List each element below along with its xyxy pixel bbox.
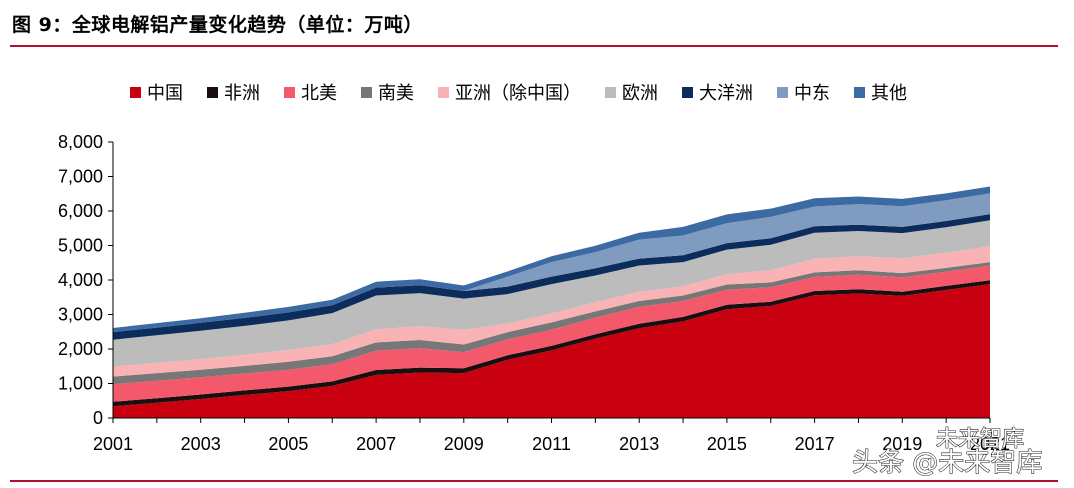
legend-swatch-0	[130, 87, 141, 98]
legend-label-5: 欧洲	[622, 83, 658, 104]
x-tick-label: 2013	[619, 434, 659, 454]
title-rule	[10, 45, 1058, 47]
legend-swatch-1	[207, 87, 218, 98]
x-tick-label: 2007	[356, 434, 396, 454]
legend-swatch-2	[284, 87, 295, 98]
x-tick-label: 2015	[707, 434, 747, 454]
legend-label-8: 其他	[871, 83, 907, 104]
area-series-8	[113, 186, 990, 333]
area-series-1	[113, 280, 990, 407]
watermark: 未来智库 头条 @未来智库	[851, 426, 1042, 478]
legend-label-7: 中东	[794, 83, 830, 104]
legend: 中国 非洲 北美 南美 亚洲（除中国） 欧洲 大洋洲 中东 其他	[130, 83, 907, 104]
area-series-7	[113, 193, 990, 333]
y-tick-label: 0	[93, 408, 103, 428]
legend-label-0: 中国	[147, 83, 183, 104]
figure-title: 图 9：全球电解铝产量变化趋势（单位：万吨）	[12, 14, 423, 36]
x-tick-label: 2005	[268, 434, 308, 454]
x-tick-label: 2001	[93, 434, 133, 454]
legend-swatch-3	[361, 87, 372, 98]
y-tick-label: 4,000	[58, 270, 103, 290]
axes: 0 1,000 2,000 3,000 4,000 5,000 6,000 7,000 8,00…	[58, 132, 1010, 454]
bottom-rule	[10, 480, 1058, 482]
x-tick-label: 2003	[181, 434, 221, 454]
watermark-line2: 头条 @未来智库	[852, 448, 1042, 478]
legend-label-4: 亚洲（除中国）	[455, 83, 581, 104]
area-series-6	[113, 214, 990, 340]
area-series-5	[113, 220, 990, 367]
legend-label-3: 南美	[378, 83, 414, 104]
y-tick-label: 2,000	[58, 339, 103, 359]
area-series-3	[113, 262, 990, 385]
y-tick-label: 5,000	[58, 236, 103, 256]
legend-label-1: 非洲	[224, 83, 260, 104]
y-tick-label: 8,000	[58, 132, 103, 152]
y-tick-label: 1,000	[58, 374, 103, 394]
legend-swatch-8	[854, 87, 865, 98]
y-tick-label: 6,000	[58, 201, 103, 221]
legend-swatch-5	[605, 87, 616, 98]
x-tick-label: 2017	[795, 434, 835, 454]
x-tick-label: 2009	[444, 434, 484, 454]
legend-swatch-6	[682, 87, 693, 98]
y-tick-label: 3,000	[58, 305, 103, 325]
x-tick-label: 2021	[970, 434, 1010, 454]
area-series-4	[113, 246, 990, 377]
area-series-0	[113, 284, 990, 418]
legend-swatch-4	[438, 87, 449, 98]
y-tick-label: 7,000	[58, 167, 103, 187]
area-series-2	[113, 265, 990, 402]
legend-swatch-7	[777, 87, 788, 98]
plot-areas	[113, 186, 990, 418]
x-tick-label: 2019	[882, 434, 922, 454]
legend-label-6: 大洋洲	[699, 83, 753, 104]
watermark-line1: 未来智库	[936, 427, 1024, 452]
x-tick-label: 2011	[532, 434, 571, 454]
legend-label-2: 北美	[301, 83, 337, 104]
